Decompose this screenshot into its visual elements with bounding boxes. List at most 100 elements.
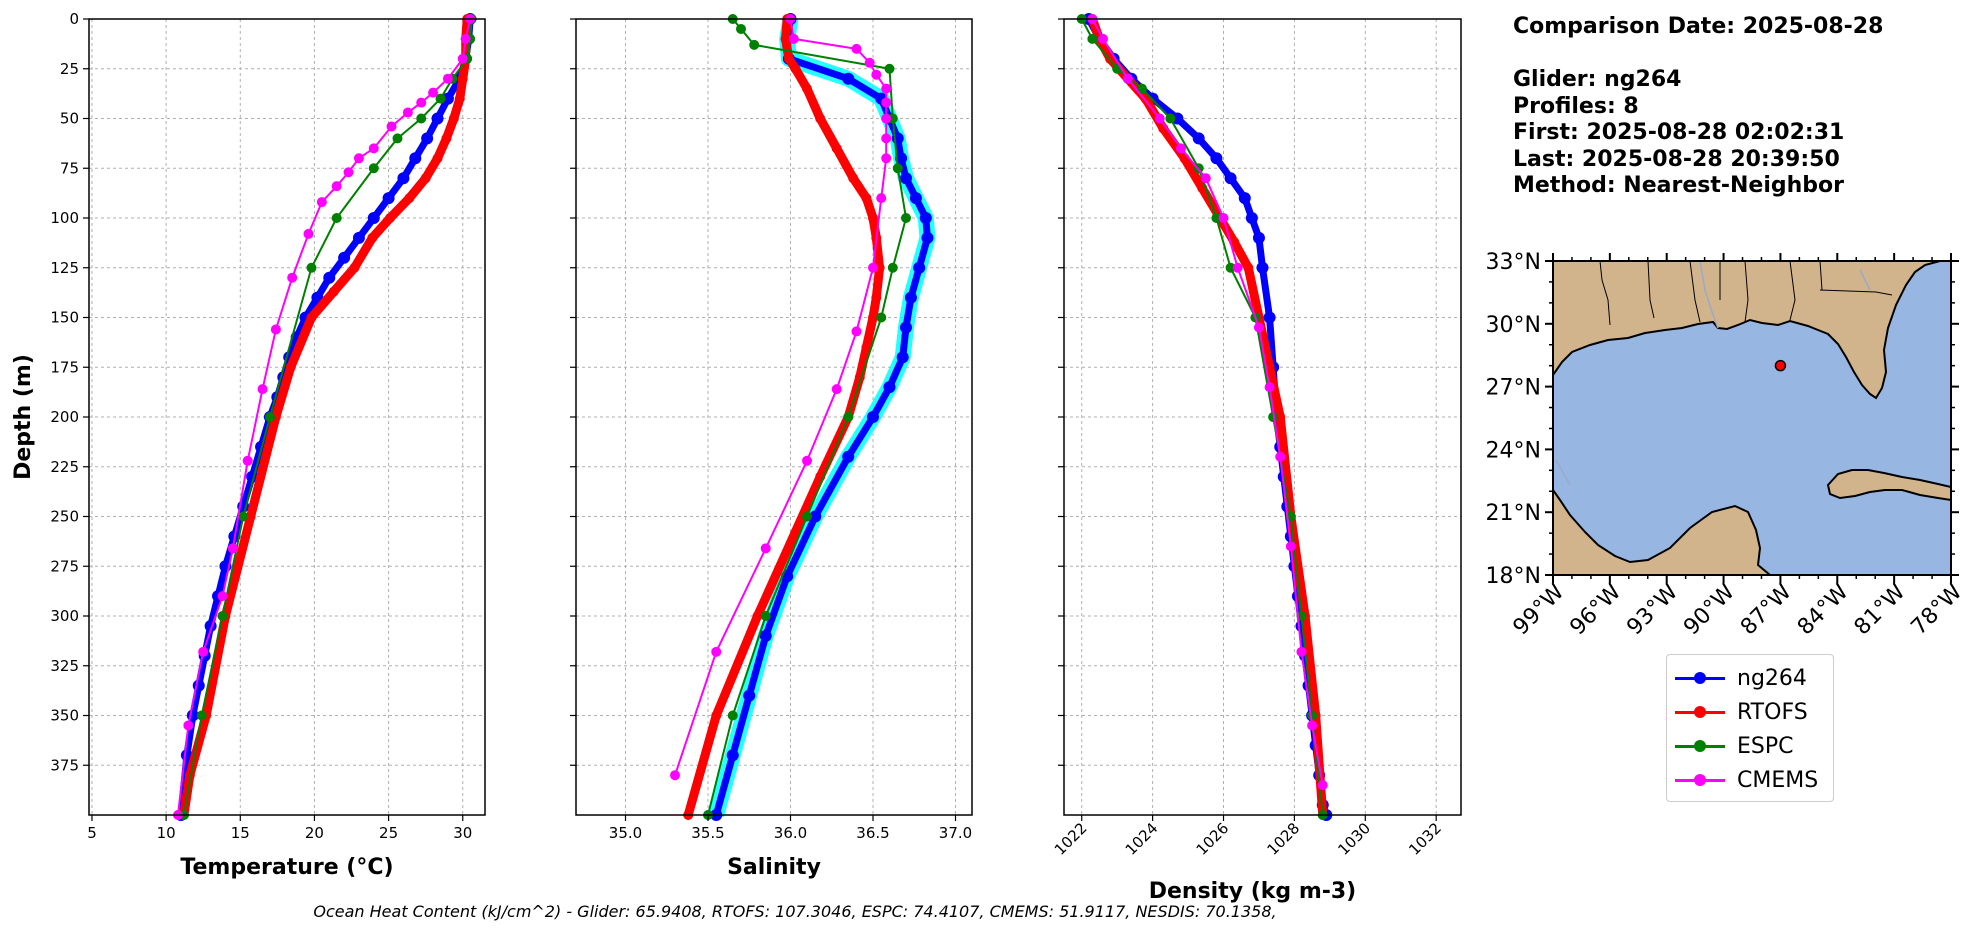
data-point-cmems	[876, 193, 887, 204]
data-point-cmems	[442, 73, 453, 84]
density-xlabel: Density (kg m-3)	[1149, 879, 1357, 904]
data-point-cmems	[881, 113, 892, 124]
series-line-rtofs	[179, 18, 472, 816]
map-lat-label: 27°N	[1486, 376, 1541, 401]
data-point-espc	[843, 412, 854, 422]
data-point-rtofs	[441, 133, 452, 144]
x-tick-label: 1028	[1263, 819, 1303, 859]
data-point-rtofs	[404, 193, 415, 204]
data-point-ng264	[1192, 132, 1205, 145]
data-point-espc	[416, 113, 427, 124]
data-point-rtofs	[802, 83, 812, 94]
y-tick-label: 325	[50, 657, 79, 675]
info-spacer	[1513, 41, 1883, 68]
data-point-cmems	[881, 97, 892, 108]
x-tick-label: 36.0	[774, 824, 807, 842]
data-point-rtofs	[245, 511, 256, 522]
data-point-ng264	[900, 321, 912, 334]
density-ticks: 1022 1024 1026 1028 1030 1032	[1051, 18, 1445, 859]
legend: ng264 RTOFS ESPC CMEMS	[1666, 654, 1834, 802]
map-lat-label: 33°N	[1486, 250, 1541, 275]
data-point-cmems	[871, 69, 882, 80]
map-lon-label: 93°W	[1622, 579, 1683, 640]
data-point-cmems	[1253, 322, 1264, 333]
data-point-ng264	[883, 381, 896, 394]
data-point-rtofs	[306, 312, 317, 323]
x-tick-label: 36.5	[856, 824, 889, 842]
data-point-ng264	[900, 172, 912, 185]
data-point-ng264	[431, 112, 444, 125]
data-point-cmems	[353, 153, 364, 164]
data-point-ng264	[921, 231, 934, 244]
data-point-espc	[217, 611, 228, 621]
data-point-espc	[1165, 113, 1176, 124]
y-tick-label: 250	[50, 508, 79, 526]
data-point-rtofs	[420, 173, 431, 184]
data-point-cmems	[402, 107, 413, 118]
data-point-ng264	[809, 510, 822, 523]
x-tick-label: 1030	[1334, 819, 1374, 859]
data-point-ng264	[323, 271, 336, 284]
data-point-rtofs	[871, 292, 882, 303]
x-tick-label: 10	[157, 824, 176, 842]
x-tick-label: 1024	[1122, 819, 1162, 859]
location-map: 33°N30°N27°N24°N21°N18°N99°W96°W93°W90°W…	[1486, 250, 1968, 640]
map-frame	[1552, 260, 1952, 576]
data-point-cmems	[242, 455, 253, 466]
data-point-cmems	[1200, 173, 1211, 184]
data-point-espc	[238, 511, 249, 522]
data-point-espc	[727, 710, 738, 721]
data-point-ng264	[397, 172, 410, 185]
data-point-ng264	[382, 192, 395, 205]
x-tick-label: 1032	[1405, 819, 1445, 859]
temperature-xlabel: Temperature (°C)	[180, 855, 393, 880]
data-point-cmems	[1218, 213, 1229, 223]
data-point-cmems	[460, 33, 471, 44]
temperature-grid	[89, 18, 485, 815]
series-line-espc	[707, 18, 907, 816]
data-point-espc	[1136, 83, 1147, 94]
data-point-ng264	[409, 152, 422, 165]
legend-swatch-ng264	[1675, 668, 1725, 688]
data-point-cmems	[831, 384, 842, 395]
map-lon-label: 87°W	[1736, 579, 1797, 640]
data-point-rtofs	[780, 33, 791, 44]
map-lon-label: 90°W	[1679, 579, 1740, 640]
x-tick-label: 35.5	[691, 824, 724, 842]
map-state-borders	[1599, 261, 1893, 326]
data-point-ng264	[1224, 172, 1237, 185]
data-point-espc	[802, 511, 812, 522]
data-point-cmems	[760, 543, 771, 554]
data-point-cmems	[851, 43, 862, 54]
data-point-cmems	[343, 167, 354, 178]
salinity-grid	[576, 18, 972, 815]
y-tick-label: 100	[50, 209, 79, 227]
data-point-espc	[331, 213, 342, 223]
data-point-ng264	[367, 212, 380, 224]
data-point-espc	[306, 262, 317, 273]
data-point-ng264	[896, 351, 909, 364]
x-tick-label: 5	[87, 824, 97, 842]
data-point-rtofs	[448, 113, 459, 124]
data-point-cmems	[851, 326, 862, 337]
data-point-cmems	[198, 646, 209, 657]
salinity-panel: 35.0 35.5 36.0 36.5 37.0 Salinity	[570, 13, 973, 880]
data-point-espc	[1268, 412, 1279, 422]
data-point-ng264	[867, 411, 879, 423]
data-point-ng264	[913, 261, 926, 274]
data-point-rtofs	[454, 93, 465, 104]
data-point-rtofs	[868, 213, 878, 223]
map-lat-label: 30°N	[1486, 313, 1541, 338]
data-point-cmems	[331, 181, 342, 192]
data-point-rtofs	[367, 232, 378, 243]
data-point-rtofs	[861, 193, 872, 204]
data-point-ng264	[1252, 231, 1265, 244]
density-series	[1076, 13, 1333, 821]
data-point-ng264	[1245, 212, 1258, 224]
data-point-ng264	[904, 291, 917, 304]
y-tick-label: 225	[50, 458, 79, 476]
data-point-ng264	[1263, 311, 1276, 324]
map-rivers	[1555, 261, 1871, 486]
comparison-date: Comparison Date: 2025-08-28	[1513, 14, 1884, 39]
data-point-espc	[749, 39, 760, 50]
